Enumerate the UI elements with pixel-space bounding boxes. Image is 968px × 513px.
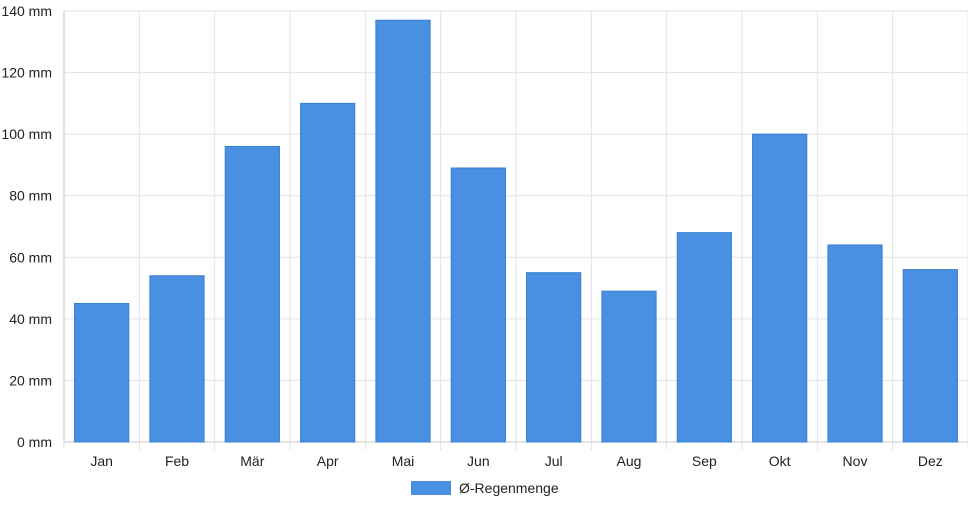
bar[interactable] (224, 145, 280, 443)
bar[interactable] (827, 244, 883, 443)
legend[interactable]: Ø-Regenmenge (411, 480, 559, 496)
x-tick-label: Nov (843, 453, 868, 469)
legend-swatch (411, 481, 451, 495)
x-tick-label: Jun (467, 453, 490, 469)
y-tick-label: 20 mm (9, 372, 52, 388)
x-tick-label: Okt (769, 453, 791, 469)
y-tick-label: 40 mm (9, 311, 52, 327)
x-tick-label: Mai (392, 453, 415, 469)
y-tick-label: 80 mm (9, 188, 52, 204)
bar[interactable] (526, 272, 582, 443)
bar[interactable] (74, 302, 130, 443)
x-tick-label: Dez (918, 453, 943, 469)
bar[interactable] (601, 290, 657, 443)
bar[interactable] (752, 133, 808, 443)
x-tick-label: Mär (240, 453, 264, 469)
legend-label: Ø-Regenmenge (459, 480, 559, 496)
y-tick-label: 140 mm (1, 3, 52, 19)
y-tick-label: 120 mm (1, 65, 52, 81)
x-tick-label: Feb (165, 453, 189, 469)
y-tick-label: 100 mm (1, 126, 52, 142)
bar[interactable] (902, 269, 958, 443)
bar[interactable] (300, 102, 356, 443)
y-tick-label: 0 mm (17, 434, 52, 450)
x-tick-label: Sep (692, 453, 717, 469)
bar[interactable] (676, 232, 732, 443)
x-tick-label: Apr (317, 453, 339, 469)
x-tick-label: Jul (545, 453, 563, 469)
x-tick-label: Aug (617, 453, 642, 469)
y-tick-label: 60 mm (9, 249, 52, 265)
bar[interactable] (375, 19, 431, 443)
bar[interactable] (149, 275, 205, 443)
x-tick-label: Jan (90, 453, 113, 469)
bar[interactable] (450, 167, 506, 443)
